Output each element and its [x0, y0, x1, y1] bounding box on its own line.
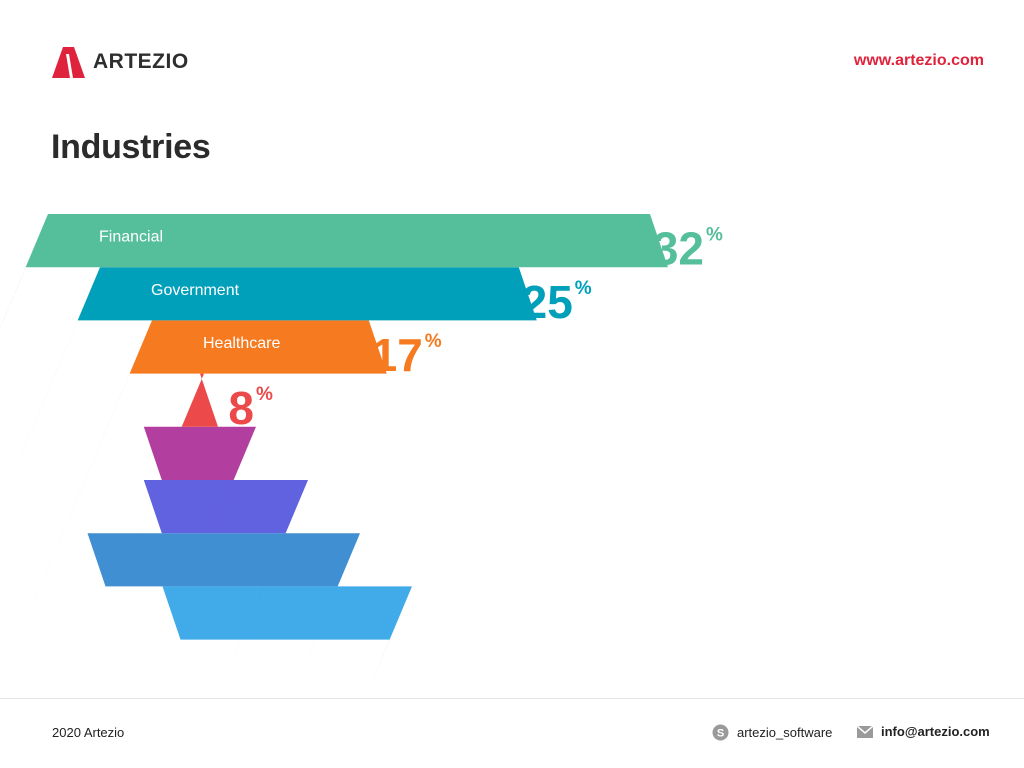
header: ARTEZIO www.artezio.com	[0, 0, 1024, 100]
bar-telecom	[142, 426, 256, 698]
brand-name: ARTEZIO	[93, 50, 189, 73]
data-label-healthcare: 17	[372, 329, 423, 381]
percent-sign-telecom: %	[200, 437, 217, 458]
bar-label-logistics-and-retail: Logistics and Retail	[359, 495, 498, 512]
skype-contact[interactable]: S artezio_software	[712, 724, 832, 741]
industries-chart: Financial 32 %Government 25 %Healthcare 17 %Do…	[0, 214, 723, 698]
email-contact[interactable]: info@artezio.com	[857, 724, 990, 739]
bar-label-telecom: Telecom	[307, 441, 367, 458]
page-title: Industries	[51, 128, 211, 166]
bar-label-healthcare: Healthcare	[203, 335, 280, 352]
email-address: info@artezio.com	[881, 724, 990, 739]
data-label-logistics-and-retail: 5	[172, 489, 198, 541]
bar-e-learning-and-other-is	[87, 533, 360, 698]
data-label-government: 25	[522, 276, 573, 328]
mail-icon	[857, 725, 873, 738]
bar-label-other: Other	[463, 601, 504, 618]
skype-handle: artezio_software	[737, 725, 833, 740]
data-label-document-management-systems: 8	[228, 382, 254, 434]
bar-government	[0, 267, 537, 506]
percent-sign-other: %	[219, 597, 236, 618]
percent-sign-document-management-systems: %	[256, 384, 273, 405]
svg-text:S: S	[717, 728, 724, 740]
percent-sign-financial: %	[706, 225, 723, 246]
bar-financial	[0, 214, 668, 329]
bar-label-document-management-systems: Document Management Systems	[255, 388, 492, 405]
bar-label-financial: Financial	[99, 229, 163, 246]
percent-sign-logistics-and-retail: %	[200, 491, 217, 512]
website-link[interactable]: www.artezio.com	[853, 52, 984, 69]
footer: 2020 Artezio S artezio_software info@art…	[0, 699, 1024, 768]
footer-divider	[0, 698, 1024, 699]
artezio-logo-icon	[52, 46, 85, 78]
bar-logistics-and-retail	[143, 480, 308, 698]
bar-document-management-systems	[67, 373, 218, 698]
bar-label-government: Government	[151, 282, 240, 299]
bar-other	[162, 586, 412, 698]
copyright: 2020 Artezio	[52, 725, 125, 740]
percent-sign-government: %	[575, 278, 592, 299]
data-label-e-learning-and-other-is: 2	[116, 542, 142, 594]
data-label-other: 6	[191, 595, 217, 647]
percent-sign-e-learning-and-other-is: %	[144, 544, 161, 565]
data-label-financial: 32	[653, 223, 704, 275]
bar-healthcare	[0, 320, 387, 683]
percent-sign-healthcare: %	[425, 331, 442, 352]
bar-label-e-learning-and-other-is: E-Learning and other IS	[411, 548, 581, 565]
logo[interactable]: ARTEZIO	[52, 46, 189, 78]
skype-icon: S	[712, 724, 729, 741]
data-label-telecom: 5	[172, 435, 198, 487]
